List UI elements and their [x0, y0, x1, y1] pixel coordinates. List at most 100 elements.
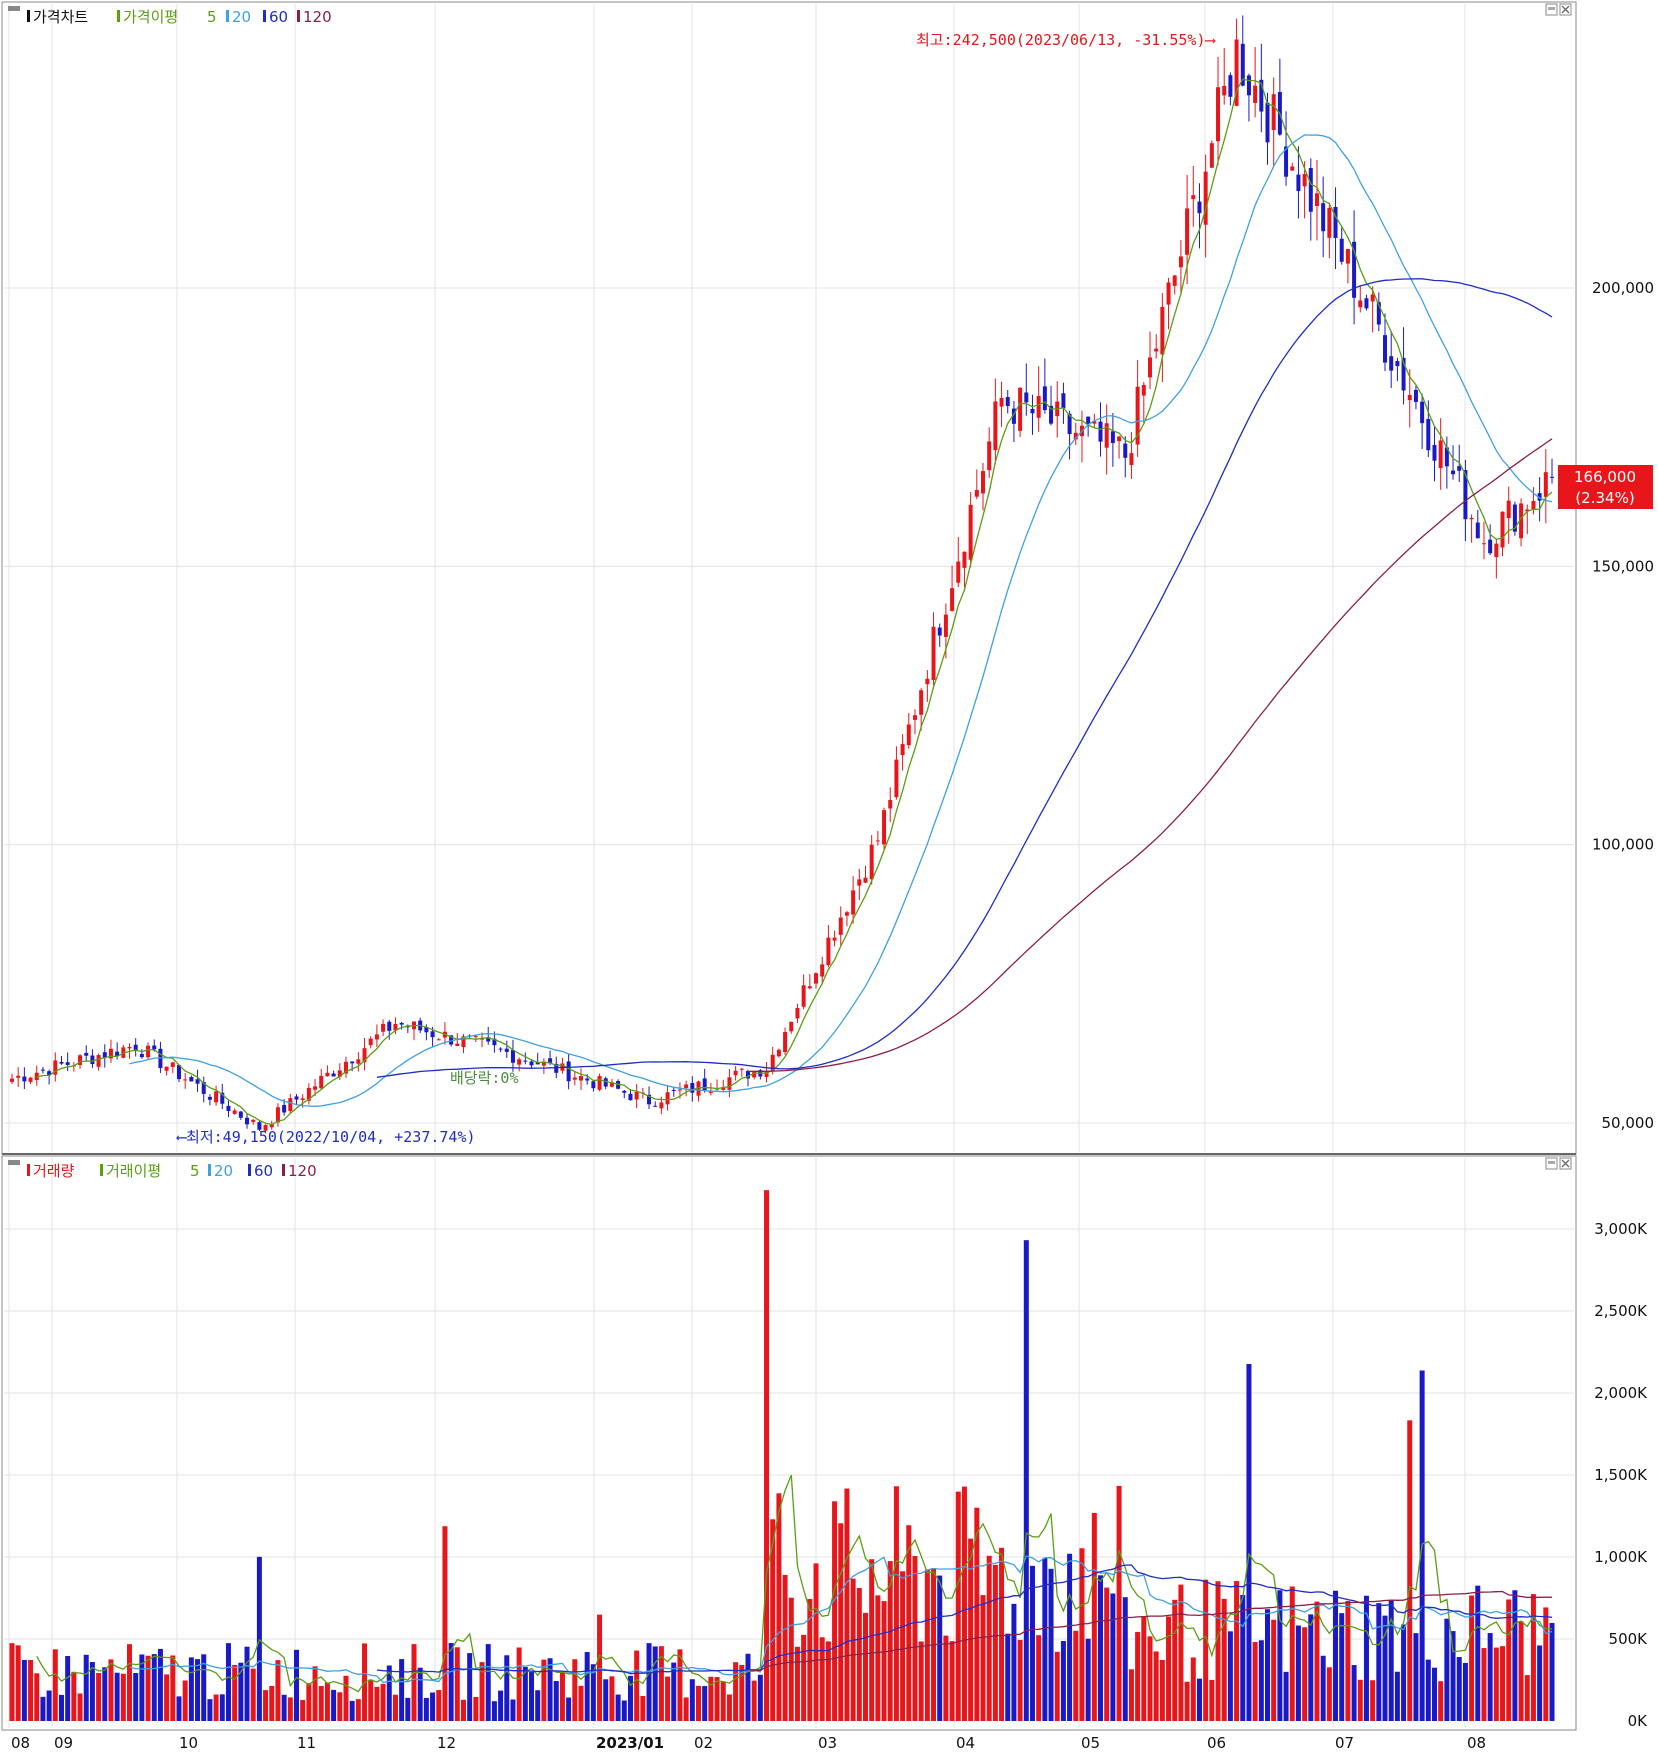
volume-bar — [108, 1659, 114, 1721]
candle-body — [727, 1077, 732, 1090]
candle-body — [770, 1054, 775, 1071]
candle-body — [1345, 249, 1350, 264]
volume-bar — [275, 1660, 281, 1721]
volume-bar — [547, 1658, 553, 1721]
volume-bar — [120, 1673, 126, 1721]
volume-bar — [201, 1654, 207, 1721]
volume-bar — [1283, 1671, 1289, 1721]
volume-bar — [634, 1650, 640, 1721]
candle-body — [993, 401, 998, 451]
candle-body — [16, 1075, 21, 1078]
candle-body — [115, 1051, 120, 1057]
volume-bar — [1073, 1630, 1079, 1721]
price-legend-ma120: 120 — [303, 8, 332, 26]
volume-panel-controls[interactable] — [1545, 1157, 1572, 1170]
moving-average-lines — [36, 78, 1553, 1693]
candle-body — [776, 1049, 781, 1057]
volume-bar — [164, 1674, 170, 1721]
candle-body — [906, 724, 911, 746]
volume-bar — [324, 1682, 330, 1721]
candle-body — [294, 1096, 299, 1100]
volume-bar — [522, 1667, 528, 1721]
x-tick-label: 2023/01 — [596, 1734, 664, 1752]
candle-body — [455, 1043, 460, 1046]
candle-body — [1234, 39, 1239, 106]
candle-body — [535, 1062, 540, 1065]
volume-bar — [77, 1693, 83, 1721]
volume-legend-menu-icon[interactable] — [8, 1160, 20, 1165]
candle-body — [1259, 79, 1264, 112]
candle-body — [269, 1124, 274, 1128]
volume-bar — [102, 1667, 108, 1721]
volume-bar — [1382, 1615, 1388, 1721]
candle-body — [814, 973, 819, 984]
volume-bar — [1469, 1595, 1475, 1721]
low-annotation: ⟵최저:49,150(2022/10/04, +237.74%) — [176, 1128, 476, 1146]
volume-ma60-line — [376, 1564, 1553, 1675]
price-legend-ma60: 60 — [269, 8, 288, 26]
candle-body — [1073, 432, 1078, 440]
candle-body — [851, 890, 856, 915]
candle-body — [882, 810, 887, 845]
volume-bar — [1172, 1599, 1178, 1721]
candle-body — [1284, 146, 1289, 177]
volume-bar — [195, 1659, 201, 1721]
volume-bar — [1029, 1565, 1035, 1721]
volume-bar — [1042, 1558, 1048, 1721]
candle-body — [374, 1034, 379, 1040]
candle-body — [807, 986, 812, 989]
candle-body — [306, 1087, 311, 1101]
candle-body — [702, 1078, 707, 1091]
volume-bar — [516, 1647, 522, 1721]
volume-bar — [1203, 1579, 1209, 1721]
volume-bar — [968, 1538, 974, 1721]
candle-body — [1160, 306, 1165, 355]
volume-bar — [937, 1575, 943, 1721]
volume-bar — [1500, 1646, 1506, 1721]
volume-bar — [1518, 1621, 1524, 1721]
volume-bar — [219, 1694, 225, 1721]
volume-bar — [1215, 1581, 1221, 1721]
candle-body — [59, 1061, 64, 1064]
candle-body — [176, 1065, 181, 1080]
volume-bar — [89, 1662, 95, 1721]
volume-bar — [1221, 1598, 1227, 1721]
candle-body — [139, 1053, 144, 1058]
volume-bar — [832, 1501, 838, 1721]
volume-bar — [1141, 1616, 1147, 1721]
volume-bar — [460, 1699, 466, 1721]
price-legend-ma-label: 가격이평 — [123, 8, 178, 26]
volume-bar — [627, 1675, 633, 1721]
volume-bar — [683, 1697, 689, 1721]
candle-body — [1314, 193, 1319, 207]
volume-bar — [368, 1679, 374, 1721]
price-legend-menu-icon[interactable] — [8, 6, 20, 11]
volume-bar — [640, 1696, 646, 1721]
candle-body — [789, 1021, 794, 1032]
volume-bar — [417, 1667, 423, 1721]
volume-bar — [677, 1649, 683, 1721]
volume-bar — [1104, 1587, 1110, 1721]
volume-bar — [1302, 1627, 1308, 1721]
candle-body — [1531, 500, 1536, 510]
volume-bar — [992, 1564, 998, 1721]
volume-bar — [1314, 1601, 1320, 1721]
candle-body — [325, 1072, 330, 1077]
candle-body — [857, 879, 862, 886]
volume-bar — [1407, 1420, 1413, 1721]
candle-body — [1432, 444, 1437, 461]
volume-bar — [918, 1641, 924, 1721]
high-annotation: 최고:242,500(2023/06/13, -31.55%)⟶ — [916, 31, 1215, 49]
volume-bar — [1413, 1633, 1419, 1721]
candle-body — [257, 1122, 262, 1130]
volume-y-tick-label: 3,000K — [1594, 1220, 1648, 1238]
candle-body — [925, 678, 930, 685]
candle-body — [28, 1077, 33, 1082]
price-panel-controls[interactable] — [1545, 3, 1572, 16]
volume-bar — [448, 1643, 454, 1721]
price-legend: 가격차트 가격이평 5 20 60 120 — [8, 6, 332, 26]
volume-bar — [430, 1692, 436, 1721]
volume-bar — [708, 1676, 714, 1721]
candle-body — [585, 1078, 590, 1081]
volume-bar — [1370, 1680, 1376, 1721]
